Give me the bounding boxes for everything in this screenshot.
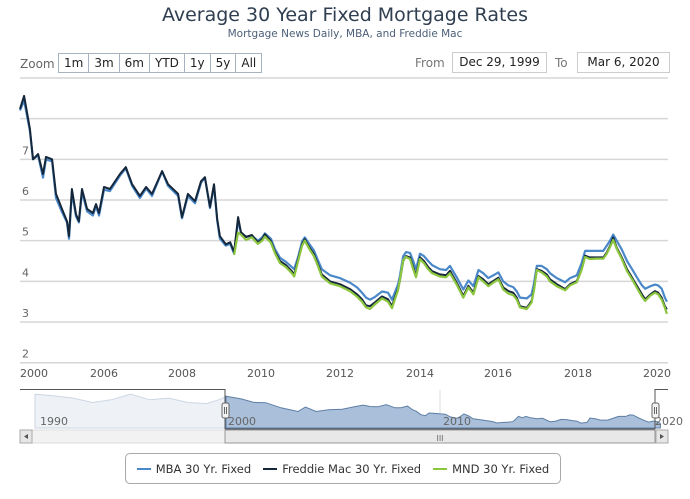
y-tick-label: 4 (22, 266, 29, 279)
chart-subtitle: Mortgage News Daily, MBA, and Freddie Ma… (227, 28, 463, 40)
x-tick-label: 2000 (20, 367, 48, 380)
legend-item-freddie[interactable]: Freddie Mac 30 Yr. Fixed (263, 462, 421, 476)
navigator-handle-left[interactable] (221, 402, 230, 419)
to-date-input[interactable] (577, 52, 670, 73)
arrow-left-icon (24, 434, 28, 439)
mba-series-line (18, 99, 668, 303)
zoom-1m-button[interactable]: 1m (59, 54, 90, 72)
navigator-label: 2000 (228, 415, 256, 428)
navigator-label: 2010 (443, 415, 471, 428)
scrollbar-thumb[interactable] (224, 429, 656, 444)
legend-item-mnd[interactable]: MND 30 Yr. Fixed (433, 462, 549, 476)
zoom-label: Zoom (20, 57, 55, 71)
zoom-all-button[interactable]: All (236, 54, 262, 72)
zoom-6m-button[interactable]: 6m (119, 54, 150, 72)
y-tick-label: 2 (22, 348, 29, 361)
to-label: To (555, 56, 568, 70)
y-tick-label: 5 (22, 226, 29, 239)
zoom-1y-button[interactable]: 1y (184, 54, 211, 72)
mnd-swatch-icon (433, 467, 448, 470)
freddie-swatch-icon (263, 467, 278, 470)
arrow-right-icon (660, 434, 664, 439)
handle-body[interactable] (221, 402, 230, 419)
scrollbar-grip-icon: III (436, 434, 443, 443)
zoom-5y-button[interactable]: 5y (210, 54, 237, 72)
navigator-label: 1990 (40, 415, 68, 428)
zoom-ytd-button[interactable]: YTD (149, 54, 185, 72)
x-tick-label: 2008 (168, 367, 196, 380)
x-tick-label: 2014 (406, 367, 434, 380)
from-date-input[interactable] (452, 52, 547, 73)
legend-label-mba: MBA 30 Yr. Fixed (155, 461, 252, 476)
mba-swatch-icon (136, 467, 151, 470)
from-label: From (415, 56, 445, 70)
x-tick-label: 2012 (326, 367, 354, 380)
navigator-handle-right[interactable] (651, 402, 660, 419)
zoom-button-group: 1m 3m 6m YTD 1y 5y All (58, 53, 263, 73)
handle-body[interactable] (651, 402, 660, 419)
legend-label-freddie: Freddie Mac 30 Yr. Fixed (282, 461, 422, 476)
navigator-selected-area (225, 395, 661, 429)
x-tick-label: 2016 (484, 367, 512, 380)
x-tick-label: 2006 (90, 367, 118, 380)
x-tick-label: 2010 (247, 367, 275, 380)
navigator-label: 2020 (655, 415, 683, 428)
y-tick-label: 6 (22, 185, 29, 198)
y-tick-label: 7 (22, 144, 29, 157)
legend: MBA 30 Yr. Fixed Freddie Mac 30 Yr. Fixe… (125, 453, 561, 484)
mnd-series-line (233, 231, 668, 315)
y-tick-label: 3 (22, 307, 29, 320)
chart-title: Average 30 Year Fixed Mortgage Rates (161, 4, 529, 26)
x-tick-label: 2020 (643, 367, 671, 380)
x-tick-label: 2018 (564, 367, 592, 380)
zoom-3m-button[interactable]: 3m (89, 54, 120, 72)
legend-label-mnd: MND 30 Yr. Fixed (452, 461, 550, 476)
legend-item-mba[interactable]: MBA 30 Yr. Fixed (136, 461, 252, 476)
